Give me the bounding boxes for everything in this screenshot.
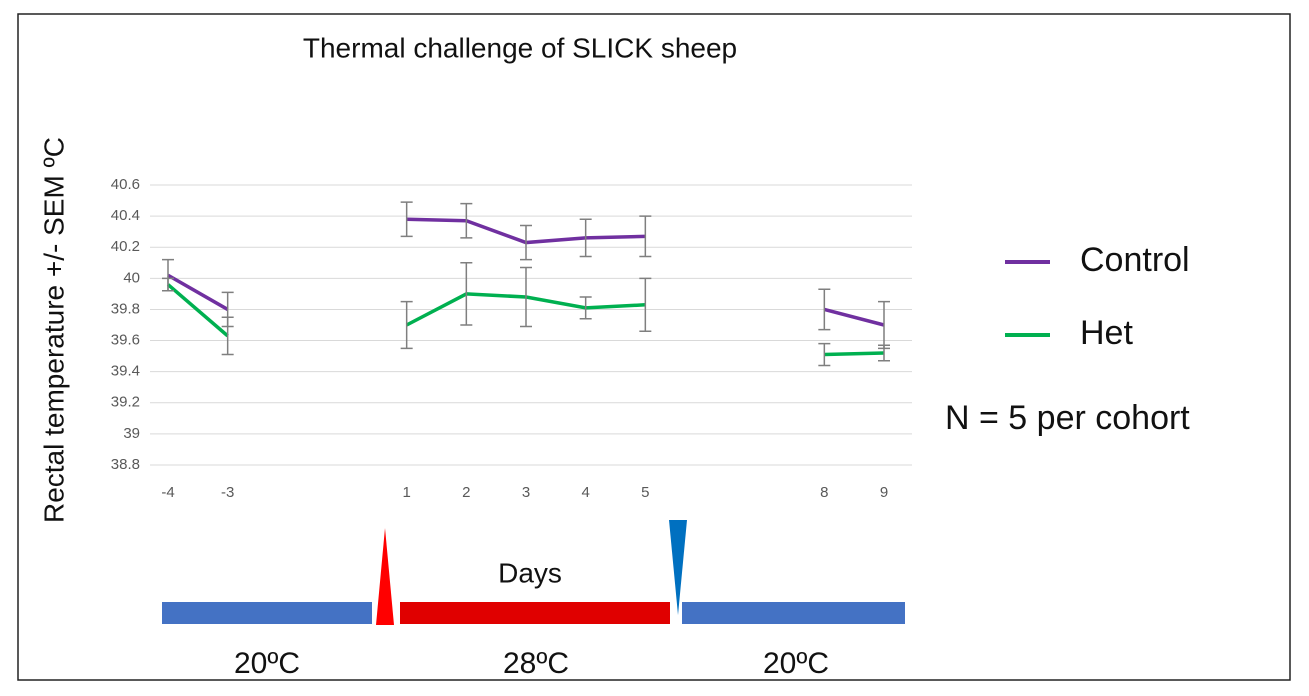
y-tick-label: 40.6 bbox=[111, 176, 140, 193]
error-bar bbox=[520, 266, 532, 328]
y-tick-label: 39.8 bbox=[111, 300, 140, 317]
x-tick-label: 5 bbox=[641, 484, 649, 501]
annotation: N = 5 per cohort bbox=[945, 399, 1190, 437]
error-bar bbox=[878, 344, 890, 362]
chart-title: Thermal challenge of SLICK sheep bbox=[303, 32, 737, 63]
y-tick-label: 40.2 bbox=[111, 238, 140, 255]
error-bar bbox=[818, 288, 831, 331]
phase-label: 20ºC bbox=[234, 647, 300, 680]
error-bar bbox=[162, 277, 174, 292]
error-bar bbox=[460, 202, 473, 239]
error-bar bbox=[221, 316, 234, 356]
phase-bar bbox=[682, 602, 905, 624]
error-bar bbox=[639, 277, 652, 332]
phase-label: 20ºC bbox=[763, 647, 829, 680]
x-tick-label: 9 bbox=[880, 484, 888, 501]
x-tick-label: 2 bbox=[462, 484, 470, 501]
x-tick-label: -3 bbox=[221, 484, 234, 501]
x-tick-label: 1 bbox=[402, 484, 410, 501]
legend-label: Het bbox=[1080, 314, 1133, 352]
y-tick-label: 40.4 bbox=[111, 207, 140, 224]
phase-bar bbox=[162, 602, 372, 624]
y-axis-label: Rectal temperature +/- SEM ºC bbox=[38, 137, 69, 523]
x-axis-label: Days bbox=[498, 557, 562, 588]
heat-on-marker bbox=[376, 528, 394, 625]
y-tick-label: 39.4 bbox=[111, 363, 140, 380]
y-tick-label: 39 bbox=[123, 425, 140, 442]
y-tick-label: 39.2 bbox=[111, 394, 140, 411]
heat-off-marker bbox=[669, 520, 687, 615]
error-bar bbox=[400, 300, 413, 350]
y-tick-label: 40 bbox=[123, 269, 140, 286]
x-tick-label: 8 bbox=[820, 484, 828, 501]
error-bar bbox=[460, 262, 473, 326]
error-bar bbox=[520, 224, 532, 261]
x-tick-label: -4 bbox=[161, 484, 174, 501]
x-tick-label: 4 bbox=[581, 484, 589, 501]
error-bar bbox=[818, 342, 831, 367]
y-tick-label: 39.6 bbox=[111, 332, 140, 349]
y-tick-label: 38.8 bbox=[111, 456, 140, 473]
x-tick-label: 3 bbox=[522, 484, 530, 501]
error-bar bbox=[579, 218, 592, 258]
phase-label: 28ºC bbox=[503, 647, 569, 680]
error-bar bbox=[579, 296, 592, 320]
error-bar bbox=[400, 201, 413, 238]
frame bbox=[17, 13, 1291, 681]
phase-bar bbox=[400, 602, 670, 624]
legend-label: Control bbox=[1080, 241, 1190, 279]
error-bar bbox=[639, 215, 652, 258]
